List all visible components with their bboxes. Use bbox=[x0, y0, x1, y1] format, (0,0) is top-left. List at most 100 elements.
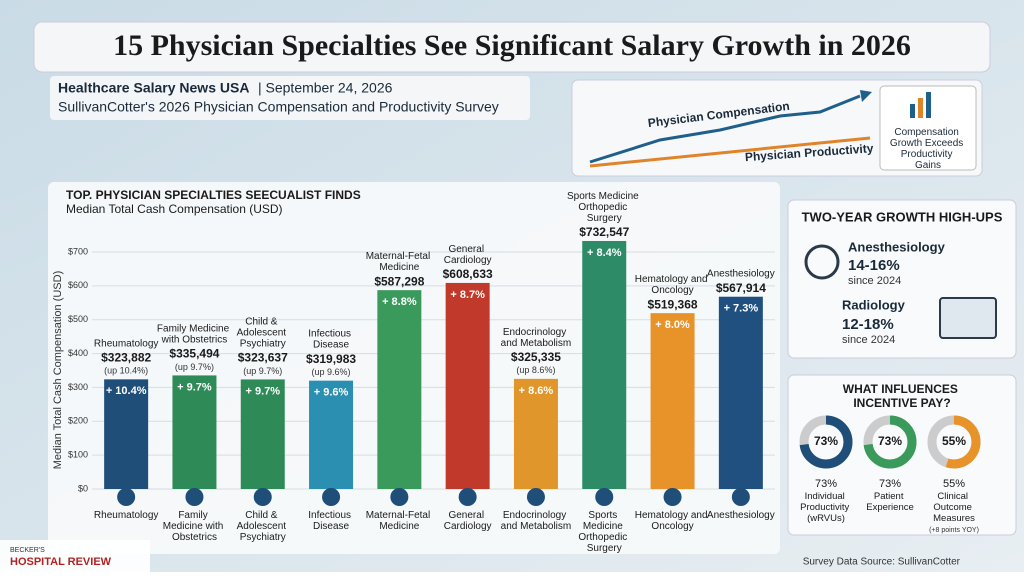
icon bbox=[910, 104, 915, 118]
donut-arc bbox=[799, 415, 853, 469]
survey: SullivanCotter's 2026 Physician Compensa… bbox=[58, 99, 499, 115]
value-label: $323,637 bbox=[238, 351, 288, 365]
y-tick-label: $400 bbox=[68, 348, 88, 358]
brand: HOSPITAL REVIEW bbox=[10, 556, 112, 568]
category-label: Endocrinology and Metabolism bbox=[501, 326, 572, 348]
growth-title: TWO-YEAR GROWTH HIGH-UPS bbox=[802, 209, 1003, 224]
specialty-icon bbox=[663, 488, 682, 506]
growth-label: + 8.7% bbox=[450, 289, 485, 301]
growth-label: + 8.8% bbox=[382, 296, 417, 308]
chart-subtitle: Median Total Cash Compensation (USD) bbox=[66, 202, 283, 216]
specialty-icon bbox=[595, 488, 614, 506]
growth-label: + 9.7% bbox=[245, 385, 280, 397]
growth-label: + 8.6% bbox=[519, 385, 554, 397]
bar bbox=[309, 380, 354, 489]
category-label: Sports Medicine Orthopedic Surgery bbox=[567, 191, 641, 224]
callout-box bbox=[879, 85, 977, 171]
growth-range: 12-18% bbox=[842, 316, 894, 333]
bar bbox=[377, 290, 422, 489]
value-label: $608,633 bbox=[443, 267, 493, 281]
y-tick-label: $700 bbox=[68, 246, 88, 256]
category-label: Infectious Disease bbox=[308, 328, 354, 350]
x-tick-label: Rheumatology bbox=[94, 510, 158, 521]
value-label: $325,335 bbox=[511, 350, 561, 364]
callout-text: Compensation Growth Exceeds Productivity… bbox=[890, 127, 966, 171]
donut-label: Clinical Outcome Measures bbox=[933, 491, 975, 524]
donut-note: (+8 points YOY) bbox=[929, 527, 979, 534]
bar bbox=[172, 375, 217, 489]
value-label: $567,914 bbox=[716, 281, 766, 295]
icon bbox=[918, 98, 923, 118]
growth-label: + 9.7% bbox=[177, 381, 212, 393]
donut-center: 55% bbox=[942, 434, 966, 448]
specialty-icon bbox=[526, 488, 545, 506]
bar bbox=[650, 313, 695, 489]
x-tick-label: Endocrinology and Metabolism bbox=[501, 510, 572, 532]
subheader bbox=[50, 76, 530, 120]
source: Healthcare Salary News USA bbox=[58, 80, 249, 96]
specialty-icon bbox=[185, 488, 204, 506]
growth-label: + 9.6% bbox=[314, 387, 349, 399]
specialty-icon bbox=[322, 488, 341, 506]
x-tick-label: Family Medicine with Obstetrics bbox=[163, 510, 226, 543]
donut-center: 73% bbox=[878, 434, 902, 448]
specialty-icon bbox=[253, 488, 272, 506]
bar bbox=[582, 240, 627, 489]
y-tick-label: $100 bbox=[68, 450, 88, 460]
specialty-icon bbox=[117, 488, 136, 506]
growth-since: since 2024 bbox=[842, 334, 895, 346]
growth-label: + 8.4% bbox=[587, 247, 622, 259]
footer-source: Survey Data Source: SullivanCotter bbox=[803, 557, 961, 568]
specialty-icon bbox=[731, 488, 750, 506]
y-tick-label: $0 bbox=[78, 483, 88, 493]
category-label: Rheumatology bbox=[94, 338, 158, 349]
growth-label: + 7.3% bbox=[724, 303, 759, 315]
growth-range: 14-16% bbox=[848, 257, 900, 274]
y-axis-label: Median Total Cash Compensation (USD) bbox=[52, 271, 64, 470]
y-tick-label: $600 bbox=[68, 280, 88, 290]
x-tick-label: Infectious Disease bbox=[308, 510, 354, 532]
value-label: $335,494 bbox=[169, 347, 219, 361]
category-label: Family Medicine with Obstetrics bbox=[157, 323, 232, 345]
chart-title: TOP. PHYSICIAN SPECIALTIES SEECUALIST FI… bbox=[66, 188, 361, 202]
value-label: $319,983 bbox=[306, 352, 356, 366]
incentive-title: WHAT INFLUENCES INCENTIVE PAY? bbox=[843, 382, 961, 410]
bar bbox=[513, 378, 558, 489]
category-label: Anesthesiology bbox=[707, 268, 775, 279]
x-tick-label: Sports Medicine Orthopedic Surgery bbox=[578, 510, 630, 554]
growth-note: (up 9.7%) bbox=[175, 362, 214, 372]
growth-label: + 8.0% bbox=[655, 319, 690, 331]
date: | September 24, 2026 bbox=[258, 80, 393, 96]
value-label: $587,298 bbox=[374, 274, 424, 288]
productivity-line bbox=[589, 136, 871, 168]
value-label: $323,882 bbox=[101, 351, 151, 365]
icon bbox=[926, 92, 931, 118]
specialty-icon bbox=[390, 488, 409, 506]
compensation-line bbox=[589, 94, 861, 164]
donut-arc bbox=[927, 415, 981, 469]
bar bbox=[104, 379, 149, 489]
category-label: Maternal-Fetal Medicine bbox=[366, 251, 433, 273]
growth-label: + 10.4% bbox=[106, 385, 147, 397]
brand-small: BECKER'S bbox=[10, 547, 45, 554]
bar bbox=[445, 282, 490, 489]
y-tick-label: $200 bbox=[68, 416, 88, 426]
xray-icon bbox=[939, 297, 997, 339]
x-tick-label: Child & Adolescent Psychiatry bbox=[237, 510, 289, 543]
specialty-icon bbox=[458, 488, 477, 506]
growth-name: Anesthesiology bbox=[848, 239, 946, 254]
title-bar bbox=[33, 21, 991, 73]
y-tick-label: $500 bbox=[68, 314, 88, 324]
growth-note: (up 9.7%) bbox=[243, 366, 282, 376]
x-tick-label: General Cardiology bbox=[444, 510, 492, 532]
x-tick-label: Maternal-Fetal Medicine bbox=[366, 510, 433, 532]
donut-center: 73% bbox=[814, 434, 838, 448]
value-label: $732,547 bbox=[579, 225, 629, 239]
y-tick-label: $300 bbox=[68, 382, 88, 392]
value-label: $519,368 bbox=[648, 297, 698, 311]
category-label: Child & Adolescent Psychiatry bbox=[237, 316, 289, 349]
growth-note: (up 9.6%) bbox=[312, 367, 351, 377]
x-tick-label: Hematology and Oncology bbox=[635, 510, 711, 532]
